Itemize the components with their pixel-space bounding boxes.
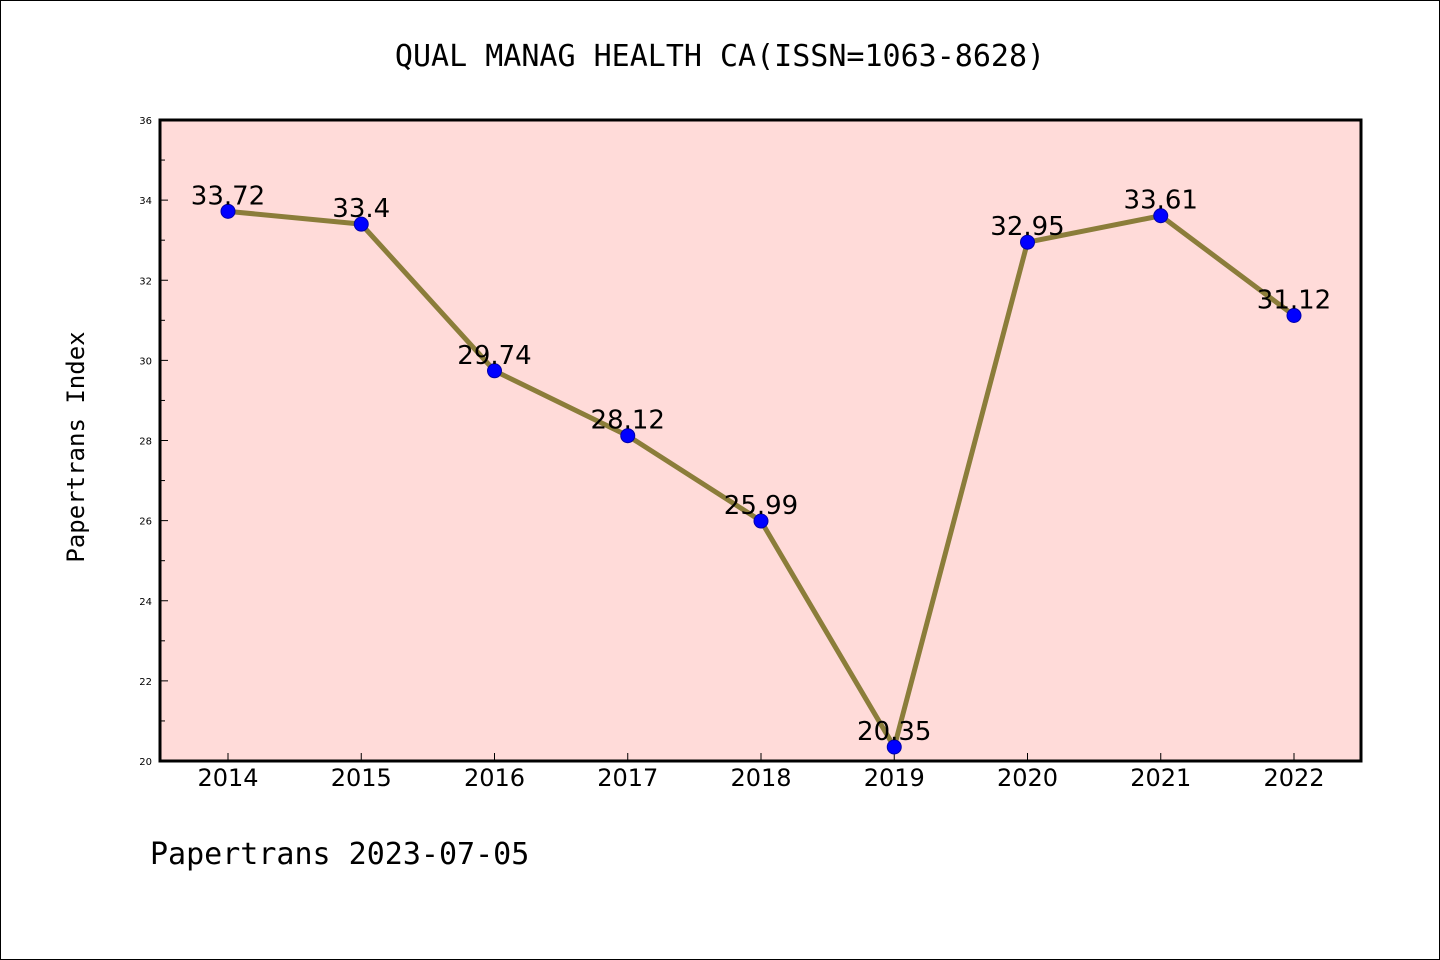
y-axis: 20 22 24 26 28 30 32 34 36 xyxy=(139,116,168,768)
data-point xyxy=(1153,208,1169,224)
data-point xyxy=(1020,234,1035,250)
y-tick-label: 20 xyxy=(139,757,152,768)
y-axis-label: Papertrans Index xyxy=(62,331,90,562)
footer-text: Papertrans 2023-07-05 xyxy=(150,837,529,872)
data-label: 31.12 xyxy=(1257,286,1331,316)
x-tick-label: 2022 xyxy=(1263,764,1324,792)
chart-title: QUAL MANAG HEALTH CA(ISSN=1063-8628) xyxy=(395,39,1045,74)
data-point xyxy=(1286,308,1302,324)
series-markers xyxy=(220,203,1302,755)
x-tick-label: 2020 xyxy=(997,764,1058,792)
y-tick-label: 26 xyxy=(139,517,152,528)
y-tick-label: 32 xyxy=(139,276,152,287)
data-point xyxy=(487,363,502,379)
data-labels: 33.72 33.4 29.74 28.12 25.99 20.35 32.95 33.61 3… xyxy=(191,181,1331,747)
data-label: 28.12 xyxy=(591,406,665,436)
data-label: 20.35 xyxy=(857,717,931,747)
data-point xyxy=(220,203,236,219)
y-tick-label: 22 xyxy=(139,677,152,688)
x-tick-label: 2015 xyxy=(331,764,392,792)
data-point xyxy=(753,513,769,529)
x-tick-label: 2017 xyxy=(597,764,658,792)
data-label: 32.95 xyxy=(990,212,1064,242)
y-tick-label: 28 xyxy=(139,437,152,448)
y-tick-label: 34 xyxy=(139,196,152,207)
data-point xyxy=(353,216,369,232)
data-label: 25.99 xyxy=(724,491,798,521)
data-point xyxy=(886,739,902,755)
data-label: 29.74 xyxy=(457,341,531,371)
data-label: 33.72 xyxy=(191,181,265,211)
x-tick-label: 2018 xyxy=(730,764,791,792)
data-point xyxy=(620,428,636,444)
data-label: 33.61 xyxy=(1124,186,1198,216)
x-tick-label: 2014 xyxy=(197,764,258,792)
x-tick-label: 2019 xyxy=(864,764,925,792)
y-tick-label: 36 xyxy=(139,116,152,127)
y-tick-label: 30 xyxy=(139,356,152,367)
data-label: 33.4 xyxy=(332,194,390,224)
x-tick-label: 2021 xyxy=(1130,764,1191,792)
x-axis: 2014 2015 2016 2017 2018 2019 2020 2021 2022 xyxy=(197,753,1325,792)
y-tick-label: 24 xyxy=(139,597,152,608)
x-tick-label: 2016 xyxy=(464,764,525,792)
